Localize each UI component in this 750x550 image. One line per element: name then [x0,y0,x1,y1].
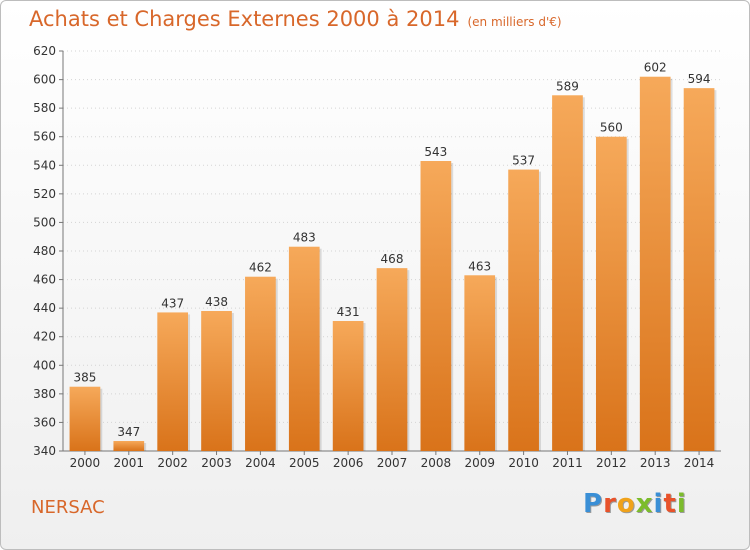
data-label: 594 [688,72,711,86]
data-label: 589 [556,79,579,93]
x-tick-label: 2007 [377,456,408,470]
logo-letter: o [616,489,636,519]
bar-2007 [376,268,408,451]
bar-2010 [508,169,539,452]
bar-2011 [552,95,583,452]
bar-2014 [683,88,715,452]
proxiti-logo: Proxiti [583,489,687,519]
data-label: 602 [644,61,667,75]
y-tick-label: 620 [33,44,56,58]
logo-letter: i [653,489,664,519]
x-tick-label: 2011 [552,456,583,470]
logo-letter: P [583,489,604,519]
y-tick-label: 500 [33,215,56,229]
logo-letter: x [635,489,654,519]
data-label: 385 [73,371,96,385]
bar-2006 [332,321,364,451]
y-tick-label: 560 [33,130,56,144]
data-label: 483 [293,231,316,245]
y-tick-label: 580 [33,101,56,115]
x-tick-label: 2014 [684,456,715,470]
y-tick-label: 480 [33,244,56,258]
y-tick-label: 460 [33,273,56,287]
x-tick-label: 2003 [201,456,232,470]
x-tick-label: 2000 [70,456,101,470]
y-tick-label: 540 [33,158,56,172]
y-tick-label: 420 [33,330,56,344]
bars [69,76,717,452]
title-text: Achats et Charges Externes 2000 à 2014 [29,7,460,31]
data-label: 438 [205,295,228,309]
y-tick-label: 340 [33,444,56,458]
data-label: 462 [249,261,272,275]
labels: 340 360 380 400 420 440 460 480 500 520 540 560 580 6… [33,44,714,470]
data-label: 560 [600,121,623,135]
y-tick-label: 400 [33,358,56,372]
city-name: NERSAC [31,497,105,518]
bar-2009 [464,275,496,451]
data-label: 537 [512,154,535,168]
data-label: 437 [161,296,184,310]
y-tick-label: 360 [33,415,56,429]
x-tick-label: 2009 [464,456,495,470]
x-tick-label: 2008 [421,456,452,470]
bar-2002 [157,312,189,451]
chart-title: Achats et Charges Externes 2000 à 2014 (e… [29,7,562,31]
logo-letter: t [663,489,677,519]
y-tick-label: 520 [33,187,56,201]
logo-letter: i [676,489,687,519]
y-tick-label: 600 [33,73,56,87]
title-unit: (en milliers d'€) [467,15,562,29]
x-tick-label: 2006 [333,456,364,470]
y-tick-label: 380 [33,387,56,401]
x-tick-label: 2001 [114,456,145,470]
x-tick-label: 2004 [245,456,276,470]
bar-2003 [201,311,232,451]
bar-2008 [420,161,452,451]
x-tick-label: 2005 [289,456,320,470]
x-tick-label: 2013 [640,456,671,470]
bar-2004 [245,276,276,451]
data-label: 468 [381,252,404,266]
data-label: 463 [468,259,491,273]
data-label: 543 [424,145,447,159]
bar-2000 [69,386,101,451]
logo-letter: r [603,489,617,519]
bar-2012 [595,136,627,451]
bar-2005 [288,246,320,451]
bar-2013 [639,76,671,451]
x-tick-label: 2002 [157,456,188,470]
y-tick-label: 440 [33,301,56,315]
bar-2001 [113,441,145,451]
x-tick-label: 2012 [596,456,627,470]
data-label: 347 [117,425,140,439]
data-label: 431 [337,305,360,319]
x-tick-label: 2010 [508,456,539,470]
